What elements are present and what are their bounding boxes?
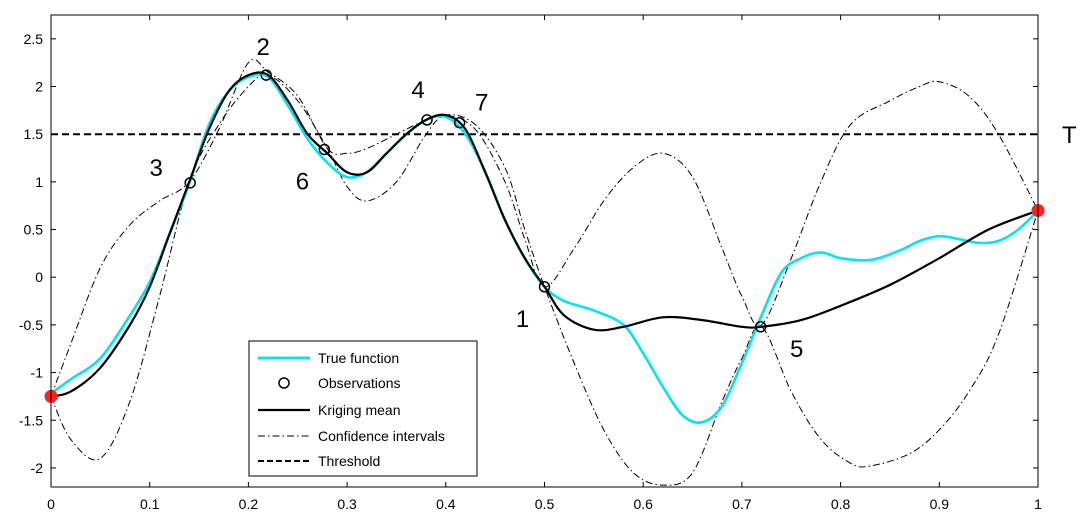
- legend-label-confidence-intervals: Confidence intervals: [318, 428, 445, 444]
- legend-label-threshold: Threshold: [318, 453, 380, 469]
- observation-point-7: [453, 116, 466, 129]
- observation-point-3: [184, 177, 196, 189]
- observation-label-3: 3: [149, 155, 162, 182]
- x-tick-label: 0: [47, 496, 55, 512]
- y-tick-label: 2: [35, 79, 43, 95]
- x-tick-label: 0.8: [831, 496, 851, 512]
- y-tick-label: 0.5: [24, 222, 44, 238]
- x-tick-label: 0.2: [239, 496, 259, 512]
- observation-point-5: [754, 321, 767, 333]
- legend-swatch-observations: [278, 377, 290, 389]
- observation-label-5: 5: [790, 336, 803, 363]
- x-tick-label: 0.1: [140, 496, 160, 512]
- series-confidence-intervals-lower: [51, 74, 1038, 486]
- x-tick-label: 0.5: [535, 496, 555, 512]
- threshold-label: T: [1062, 122, 1077, 149]
- x-tick-label: 0.6: [633, 496, 653, 512]
- observation-labels: T 1 2 3 4 5 6 7: [149, 34, 1077, 363]
- plot-area: [51, 58, 1038, 486]
- series-kriging-mean: [51, 71, 1038, 398]
- observation-label-4: 4: [411, 77, 424, 104]
- y-tick-label: -2: [31, 460, 44, 476]
- y-tick-label: -1: [31, 365, 44, 381]
- y-tick-label: 0: [35, 269, 43, 285]
- marks-layer: [44, 69, 1045, 403]
- observation-label-2: 2: [256, 34, 269, 61]
- legend: True function Observations Kriging mean …: [248, 340, 478, 477]
- observation-point-6: [318, 143, 331, 156]
- y-tick-label: -0.5: [19, 317, 43, 333]
- x-tick-label: 0.3: [337, 496, 357, 512]
- observation-label-6: 6: [296, 168, 309, 195]
- observation-label-1: 1: [516, 306, 529, 333]
- x-tick-label: 1: [1034, 496, 1042, 512]
- legend-label-observations: Observations: [318, 375, 400, 391]
- x-tick-label: 0.9: [930, 496, 950, 512]
- y-tick-label: 1: [35, 174, 43, 190]
- plot-frame: [50, 14, 1039, 488]
- x-tick-label: 0.4: [436, 496, 456, 512]
- axes-ticks: 0 0.1 0.2 0.3 0.4 0.5 0.6 0.7 0.8 0.9 1 -2 -1.5 -1 -0.…: [19, 15, 1042, 512]
- y-tick-label: -1.5: [19, 412, 43, 428]
- observation-point-2: [260, 69, 272, 81]
- observation-point-1: [538, 281, 551, 293]
- legend-label-true-function: True function: [318, 350, 399, 366]
- legend-label-kriging-mean: Kriging mean: [318, 402, 401, 418]
- y-tick-label: 1.5: [24, 126, 44, 142]
- series-confidence-intervals-upper: [51, 58, 1038, 397]
- series-true-function: [51, 72, 1038, 424]
- x-tick-label: 0.7: [732, 496, 752, 512]
- y-tick-label: 2.5: [24, 31, 44, 47]
- legend-box: [248, 340, 478, 477]
- observation-label-7: 7: [475, 90, 488, 117]
- observation-point-4: [421, 114, 433, 126]
